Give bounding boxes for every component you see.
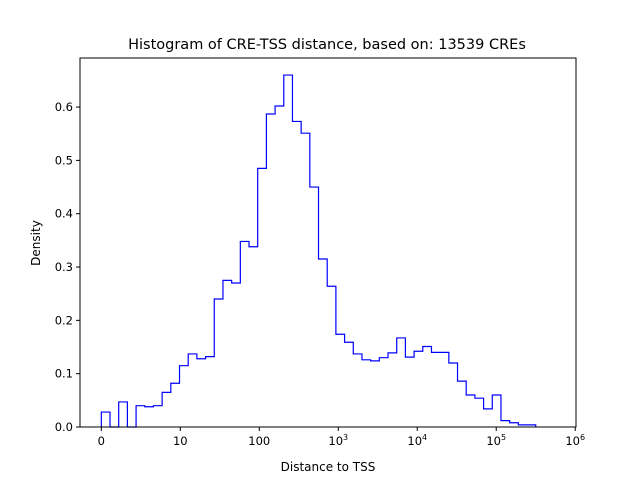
histogram-bin (353, 354, 362, 427)
x-tick-exponent: 4 (422, 433, 427, 442)
y-tick-label: 0.1 (55, 367, 73, 381)
histogram-bin (388, 353, 397, 427)
histogram-bin (214, 299, 223, 427)
histogram-bin (275, 106, 284, 427)
y-tick-label: 0.3 (55, 260, 73, 274)
x-tick-base: 10 (407, 434, 422, 448)
histogram-bin (232, 283, 241, 427)
y-tick-label: 0.0 (55, 420, 73, 434)
histogram-bin (101, 412, 110, 427)
histogram-bin (405, 357, 414, 427)
histogram-bin (145, 407, 154, 427)
histogram-bin (449, 363, 458, 427)
histogram-bin (188, 354, 197, 427)
histogram-bin (336, 334, 345, 427)
x-axis: 0 10 100 103 104 105 106 (98, 427, 585, 448)
histogram-bin (371, 361, 380, 427)
histogram-bin (136, 406, 145, 427)
histogram-bin (423, 346, 432, 427)
y-tick-label: 0.5 (55, 153, 73, 167)
histogram-bin (362, 360, 371, 427)
x-tick-label: 105 (486, 433, 506, 448)
histogram-bin (431, 352, 440, 427)
histogram-bin (258, 168, 267, 427)
histogram-bin (501, 421, 510, 427)
x-tick-label: 100 (248, 434, 270, 448)
y-axis-label: Density (29, 220, 43, 266)
x-tick-base: 10 (173, 434, 188, 448)
x-tick-label: 0 (98, 434, 105, 448)
histogram-bin (414, 351, 423, 427)
histogram-bin (492, 395, 501, 427)
histogram-bin (284, 75, 293, 427)
histogram-bin (223, 280, 232, 427)
y-tick-label: 0.4 (55, 207, 73, 221)
histogram-bin (180, 366, 189, 427)
histogram-bin (171, 383, 180, 427)
histogram-bin (379, 358, 388, 427)
x-tick-label: 103 (328, 433, 348, 448)
histogram-bin (510, 423, 519, 427)
histogram-bin (197, 359, 206, 427)
histogram-bin (345, 342, 354, 427)
histogram-bin (206, 357, 215, 427)
histogram-bin (475, 398, 484, 427)
histogram-bin (327, 286, 336, 427)
histogram-bin (484, 409, 493, 427)
x-tick-label: 106 (565, 433, 585, 448)
histogram-bin (440, 352, 449, 427)
histogram-bin (397, 338, 406, 427)
y-tick-label: 0.2 (55, 313, 73, 327)
x-tick-label: 104 (407, 433, 427, 448)
y-tick-label: 0.6 (55, 100, 73, 114)
histogram-bin (240, 241, 249, 427)
histogram-bin (301, 133, 310, 427)
histogram-step-line (100, 74, 537, 428)
y-axis: 0.0 0.1 0.2 0.3 0.4 0.5 0.6 (55, 100, 80, 434)
x-axis-label: Distance to TSS (281, 460, 376, 474)
histogram-bin (458, 381, 467, 427)
histogram-bin (310, 187, 319, 427)
x-tick-exponent: 3 (343, 433, 348, 442)
histogram-bin (153, 406, 162, 427)
axes-frame (79, 57, 577, 428)
histogram-bin (119, 402, 128, 427)
histogram-bin (162, 392, 171, 427)
x-tick-base: 0 (98, 434, 105, 448)
x-tick-exponent: 5 (501, 433, 506, 442)
histogram-bin (319, 259, 328, 427)
histogram-bin (466, 395, 475, 427)
x-tick-exponent: 6 (580, 433, 585, 442)
x-tick-base: 10 (486, 434, 501, 448)
histogram-bin (249, 247, 258, 427)
x-tick-base: 10 (328, 434, 343, 448)
chart-title: Histogram of CRE-TSS distance, based on:… (128, 37, 526, 53)
histogram-bin (292, 121, 301, 427)
x-tick-base: 10 (565, 434, 580, 448)
histogram-bars (100, 74, 537, 428)
x-tick-label: 10 (173, 434, 188, 448)
histogram-bin (266, 114, 275, 427)
x-tick-base: 100 (248, 434, 270, 448)
